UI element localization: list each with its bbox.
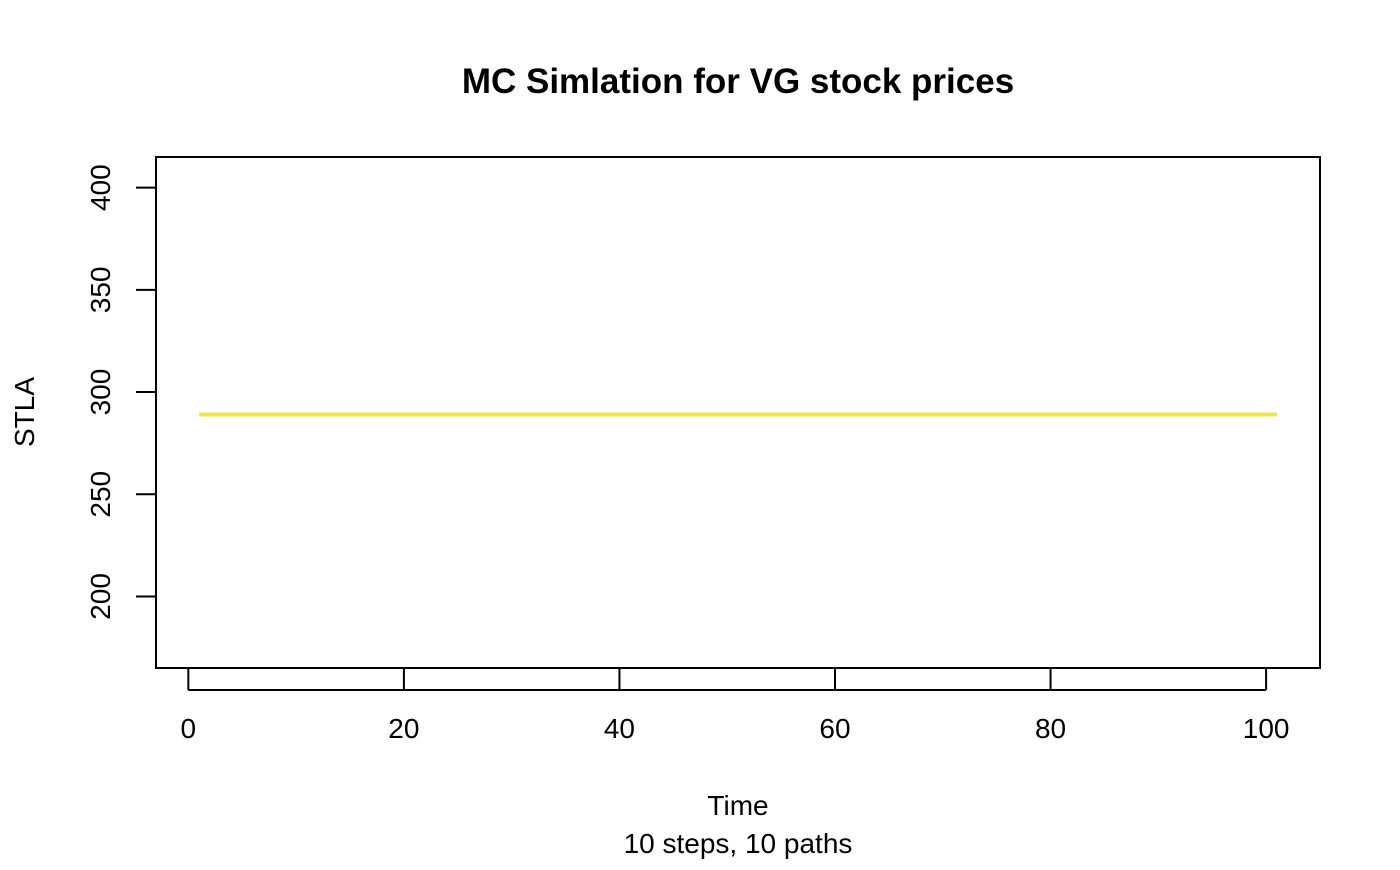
x-axis-label: Time xyxy=(707,790,768,821)
y-tick-label: 400 xyxy=(85,164,116,211)
x-tick-label: 80 xyxy=(1035,713,1066,744)
y-tick-label: 250 xyxy=(85,471,116,518)
plot-frame xyxy=(155,156,1321,669)
chart-title: MC Simlation for VG stock prices xyxy=(462,62,1014,101)
x-tick-label: 0 xyxy=(181,713,197,744)
x-tick-label: 20 xyxy=(388,713,419,744)
y-axis: 200 250 300 350 400 xyxy=(85,164,156,620)
chart-subtitle: 10 steps, 10 paths xyxy=(624,828,853,859)
y-tick-label: 200 xyxy=(85,573,116,620)
y-tick-label: 300 xyxy=(85,369,116,416)
x-tick-label: 100 xyxy=(1243,713,1290,744)
y-axis-label: STLA xyxy=(9,377,40,447)
x-tick-label: 60 xyxy=(819,713,850,744)
x-tick-label: 40 xyxy=(604,713,635,744)
y-tick-label: 350 xyxy=(85,267,116,314)
x-axis: 0 20 40 60 80 100 xyxy=(181,668,1290,744)
